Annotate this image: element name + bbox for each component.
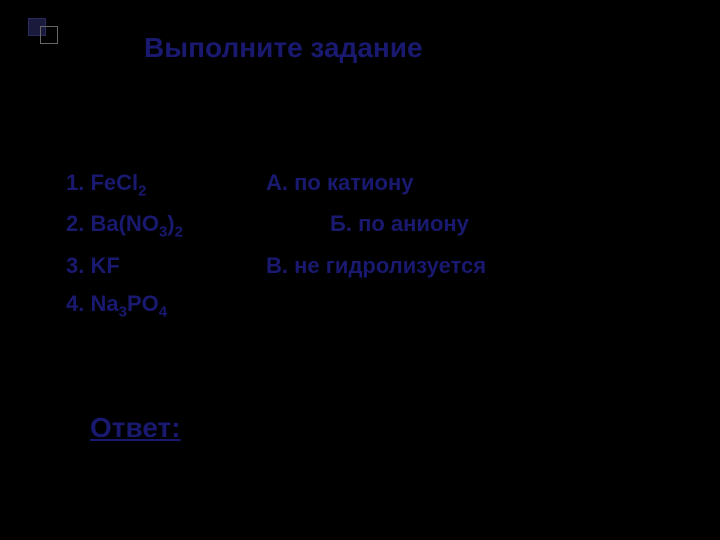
type-text: по катиону (294, 170, 413, 195)
formula-row-3: 3. KF В. не гидролизуется (66, 253, 486, 279)
hydrolysis-type-b: Б. по аниону (266, 211, 469, 237)
decorative-squares (28, 18, 66, 36)
formula-row-2: 2. Ba(NO3)2 Б. по аниону (66, 211, 486, 240)
formula-2: 2. Ba(NO3)2 (66, 211, 266, 240)
formula-paren: ) (167, 211, 174, 236)
formula-text: Ba(NO (90, 211, 158, 236)
formula-number: 4. (66, 291, 84, 316)
formula-subscript: 2 (175, 224, 183, 241)
formula-1: 1. FeCl2 (66, 170, 266, 199)
formula-subscript-b: 4 (159, 303, 167, 320)
formula-text: KF (90, 253, 119, 278)
formula-number: 1. (66, 170, 84, 195)
square-outline (40, 26, 58, 44)
formula-subscript: 2 (138, 182, 146, 199)
formula-text-b: PO (127, 291, 159, 316)
type-letter: В. (266, 253, 288, 278)
answer-label: Ответ: (90, 412, 181, 444)
formula-subscript-a: 3 (119, 303, 127, 320)
content-area: 1. FeCl2 А. по катиону 2. Ba(NO3)2 Б. по… (66, 170, 486, 332)
type-text: не гидролизуется (294, 253, 486, 278)
type-text: по аниону (358, 211, 469, 236)
formula-text: FeCl (90, 170, 138, 195)
formula-4: 4. Na3PO4 (66, 291, 266, 320)
hydrolysis-type-a: А. по катиону (266, 170, 413, 196)
formula-row-4: 4. Na3PO4 (66, 291, 486, 320)
type-letter: Б. (330, 211, 352, 236)
hydrolysis-type-v: В. не гидролизуется (266, 253, 486, 279)
formula-row-1: 1. FeCl2 А. по катиону (66, 170, 486, 199)
formula-number: 3. (66, 253, 84, 278)
formula-number: 2. (66, 211, 84, 236)
formula-3: 3. KF (66, 253, 266, 279)
page-title: Выполните задание (144, 32, 423, 64)
formula-text-a: Na (90, 291, 118, 316)
type-letter: А. (266, 170, 288, 195)
